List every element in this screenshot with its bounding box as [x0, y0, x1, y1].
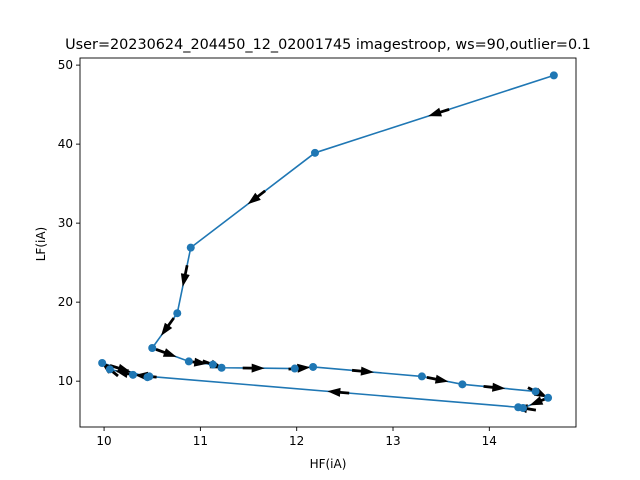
x-tick-label: 12 — [289, 434, 304, 448]
chart-title: User=20230624_204450_12_02001745 imagest… — [65, 37, 591, 53]
y-tick-label: 50 — [58, 58, 73, 72]
direction-arrow — [161, 317, 175, 336]
data-point — [417, 372, 426, 381]
axes-frame — [79, 57, 577, 428]
data-point — [208, 360, 217, 369]
direction-arrow — [109, 363, 131, 373]
direction-arrow — [351, 366, 374, 376]
data-point — [514, 403, 523, 412]
y-tick-label: 10 — [58, 374, 73, 388]
y-tick-label: 20 — [58, 295, 73, 309]
direction-arrow — [426, 374, 449, 384]
axes: 10 11 12 13 14 10 20 30 40 50 — [58, 57, 577, 448]
data-point — [98, 358, 107, 367]
x-tick-label: 10 — [96, 434, 111, 448]
direction-arrow — [155, 348, 177, 357]
y-tick-label: 40 — [58, 137, 73, 151]
data-point — [128, 370, 137, 379]
data-point — [544, 393, 553, 402]
data-point — [309, 362, 318, 371]
data-point — [105, 365, 114, 374]
direction-arrow — [180, 265, 190, 287]
data-point — [173, 309, 182, 318]
data-point — [531, 387, 540, 396]
direction-arrow — [327, 387, 350, 397]
x-axis-label: HF(iA) — [310, 457, 347, 471]
data-point — [549, 71, 558, 80]
data-point — [148, 343, 157, 352]
data-point — [184, 357, 193, 366]
y-tick-label: 30 — [58, 216, 73, 230]
data-point — [217, 363, 226, 372]
x-tick-label: 11 — [193, 434, 208, 448]
direction-arrow — [428, 107, 450, 117]
x-tick-label: 14 — [482, 434, 497, 448]
data-point — [310, 148, 319, 157]
direction-arrow — [288, 363, 311, 373]
direction-arrow — [185, 357, 208, 367]
direction-arrow — [247, 189, 266, 205]
direction-arrow — [242, 363, 265, 373]
data-point — [186, 243, 195, 252]
data-point — [290, 364, 299, 373]
x-tick-label: 13 — [385, 434, 400, 448]
data-point — [143, 373, 152, 382]
direction-arrow — [483, 382, 506, 392]
y-axis-label: LF(iA) — [34, 227, 48, 262]
plot-area — [98, 71, 558, 414]
data-point — [458, 380, 467, 389]
